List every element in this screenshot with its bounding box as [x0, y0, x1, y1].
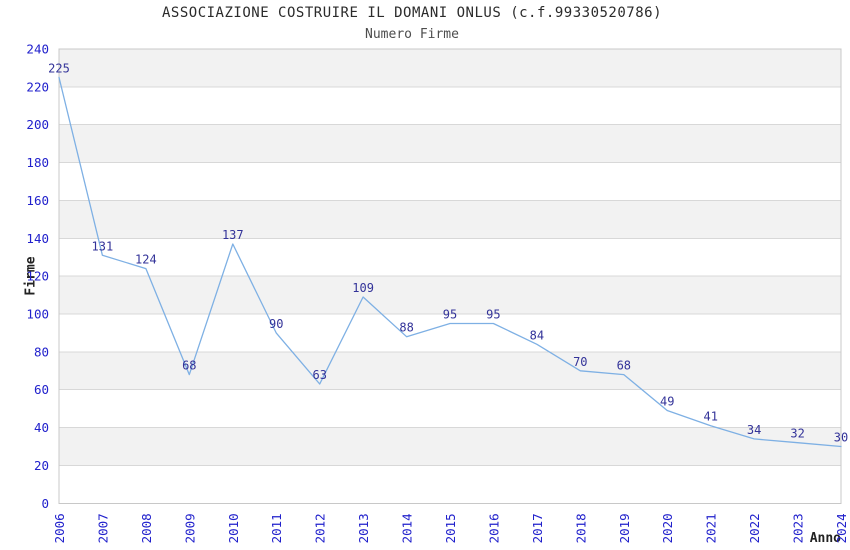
- data-point-label: 124: [135, 253, 157, 267]
- data-point-label: 30: [834, 431, 848, 445]
- x-tick-label: 2015: [443, 513, 458, 543]
- data-point-label: 131: [92, 239, 114, 253]
- x-tick-label: 2011: [269, 513, 284, 543]
- y-tick-label: 60: [34, 382, 49, 397]
- y-tick-label: 180: [26, 155, 49, 170]
- plot-band: [59, 389, 841, 428]
- y-tick-label: 220: [26, 79, 49, 94]
- data-point-label: 88: [399, 321, 413, 335]
- plot-band: [59, 238, 841, 277]
- plot-band: [59, 124, 841, 163]
- x-axis-title: Anno: [809, 531, 841, 546]
- x-tick-label: 2023: [791, 513, 806, 543]
- x-tick-label: 2013: [356, 513, 371, 543]
- data-point-label: 70: [573, 355, 587, 369]
- plot-band: [59, 86, 841, 125]
- y-tick-label: 200: [26, 117, 49, 132]
- y-tick-label: 160: [26, 193, 49, 208]
- y-tick-label: 140: [26, 231, 49, 246]
- plot-band: [59, 162, 841, 201]
- data-point-label: 109: [352, 281, 374, 295]
- y-tick-label: 100: [26, 307, 49, 322]
- plot-band: [59, 351, 841, 390]
- data-point-label: 68: [182, 359, 196, 373]
- x-tick-label: 2007: [95, 513, 110, 543]
- x-tick-label: 2016: [486, 513, 501, 543]
- plot-band: [59, 427, 841, 466]
- y-tick-label: 20: [34, 458, 49, 473]
- x-tick-label: 2017: [530, 513, 545, 543]
- data-point-label: 95: [486, 308, 500, 322]
- data-point-label: 63: [312, 368, 326, 382]
- y-tick-label: 40: [34, 420, 49, 435]
- x-tick-label: 2021: [704, 513, 719, 543]
- x-tick-label: 2008: [139, 513, 154, 543]
- x-tick-label: 2012: [313, 513, 328, 543]
- plot-band: [59, 465, 841, 504]
- plot-band: [59, 276, 841, 315]
- x-tick-label: 2022: [747, 513, 762, 543]
- data-point-label: 225: [48, 61, 70, 75]
- data-point-label: 68: [617, 359, 631, 373]
- y-tick-label: 120: [26, 269, 49, 284]
- y-tick-label: 240: [26, 42, 49, 57]
- data-point-label: 84: [530, 328, 544, 342]
- data-point-label: 32: [790, 427, 804, 441]
- plot-border: [58, 48, 842, 504]
- data-point-label: 90: [269, 317, 283, 331]
- plot-band: [59, 200, 841, 239]
- x-tick-label: 2020: [660, 513, 675, 543]
- data-point-label: 41: [703, 410, 717, 424]
- x-tick-label: 2010: [226, 513, 241, 543]
- chart-subtitle: Numero Firme: [365, 27, 459, 42]
- x-tick-label: 2024: [834, 513, 849, 543]
- data-point-label: 95: [443, 308, 457, 322]
- x-tick-label: 2018: [573, 513, 588, 543]
- y-tick-label: 0: [41, 496, 49, 511]
- x-tick-label: 2006: [52, 513, 67, 543]
- data-point-label: 34: [747, 423, 761, 437]
- y-tick-label: 80: [34, 344, 49, 359]
- data-point-label: 49: [660, 395, 674, 409]
- x-tick-label: 2009: [182, 513, 197, 543]
- x-tick-label: 2019: [617, 513, 632, 543]
- chart-title: ASSOCIAZIONE COSTRUIRE IL DOMANI ONLUS (…: [161, 5, 662, 21]
- x-tick-label: 2014: [400, 513, 415, 543]
- plot-band: [59, 49, 841, 87]
- plot-band: [59, 314, 841, 352]
- series-line: [58, 76, 842, 448]
- data-point-label: 137: [222, 228, 244, 242]
